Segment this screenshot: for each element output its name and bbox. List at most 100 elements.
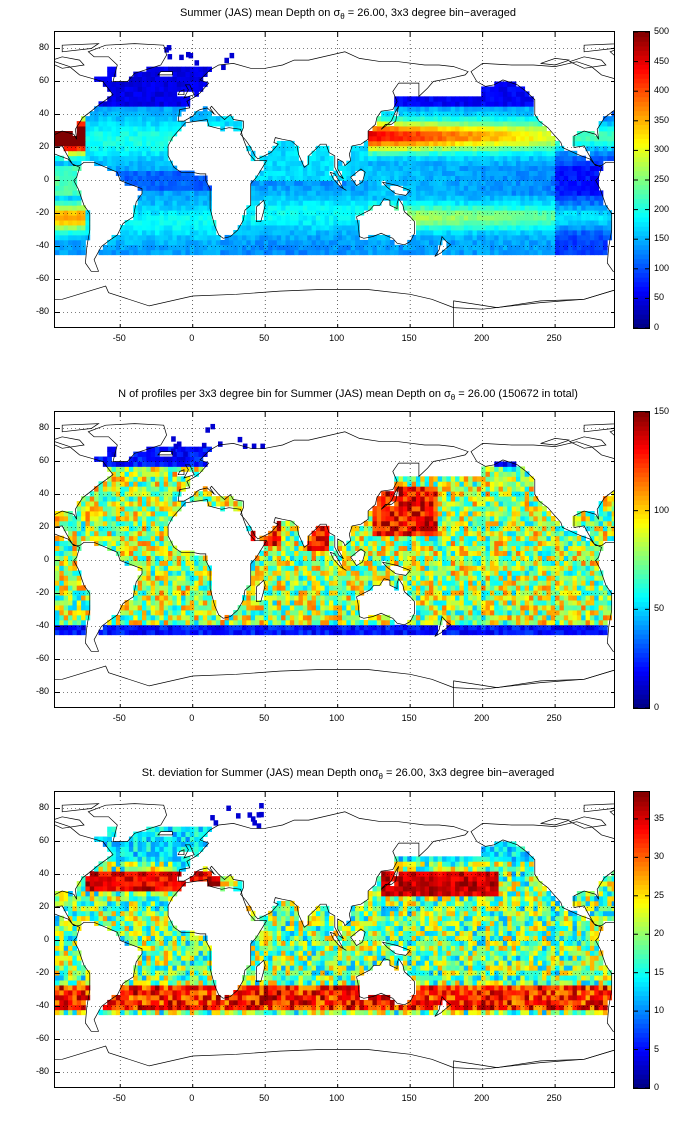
- bin-cell: [498, 200, 504, 206]
- bin-cell: [150, 555, 156, 561]
- bin-cell: [307, 215, 312, 221]
- bin-cell: [307, 160, 312, 167]
- bin-cell: [76, 190, 82, 196]
- bin-cell: [237, 225, 243, 231]
- bin-cell: [376, 116, 382, 122]
- bin-cell: [520, 605, 526, 611]
- bin-cell: [555, 614, 560, 621]
- bin-cell: [507, 106, 513, 112]
- bin-cell: [133, 239, 139, 246]
- bin-cell: [289, 550, 295, 556]
- bin-cell: [324, 575, 330, 581]
- bin-cell: [181, 96, 186, 102]
- bin-cell: [276, 234, 282, 241]
- coastline: [167, 119, 268, 239]
- colorbar-step: [634, 45, 649, 52]
- colorbar-step: [634, 230, 649, 237]
- bin-cell: [281, 150, 286, 157]
- bin-cell: [146, 590, 152, 596]
- bin-cell: [555, 580, 560, 586]
- bin-cell: [172, 580, 178, 586]
- bin-cell: [276, 614, 282, 621]
- bin-cell: [324, 165, 330, 171]
- bin-cell: [324, 215, 330, 221]
- bin-cell: [511, 230, 517, 236]
- bin-cell: [107, 96, 112, 102]
- title-prefix: N of profiles per 3x3 degree bin for Sum…: [118, 388, 444, 400]
- bin-cell: [307, 555, 312, 561]
- bin-cell: [481, 116, 486, 122]
- bin-cell: [120, 81, 125, 87]
- bin-cell: [355, 575, 360, 581]
- bin-cell: [459, 185, 465, 191]
- bin-cell: [363, 155, 369, 162]
- bin-cell: [581, 175, 586, 181]
- bin-cell: [442, 560, 447, 566]
- bin-cell: [450, 140, 456, 147]
- bin-cell: [81, 590, 86, 596]
- bin-cell: [468, 629, 473, 636]
- bin-cell: [263, 180, 269, 186]
- bin-cell: [155, 121, 160, 127]
- bin-cell: [424, 106, 430, 112]
- bin-cell: [511, 624, 517, 631]
- bin-cell: [494, 160, 499, 167]
- bin-cell: [472, 619, 478, 626]
- bin-cell: [563, 200, 569, 206]
- bin-cell: [494, 205, 499, 211]
- bin-cell: [507, 220, 513, 226]
- bin-cell: [311, 210, 317, 216]
- bin-cell: [485, 225, 491, 231]
- bin-cell: [72, 590, 78, 596]
- bin-cell: [455, 619, 460, 626]
- bin-cell: [429, 111, 434, 117]
- bin-cell: [394, 155, 399, 162]
- bin-cell: [411, 175, 417, 181]
- bin-cell: [342, 585, 347, 591]
- bin-cell: [124, 605, 130, 611]
- bin-cell: [389, 175, 395, 181]
- bin-cell: [315, 590, 321, 596]
- bin-cell: [137, 195, 143, 201]
- bin-cell: [607, 155, 613, 162]
- bin-cell: [168, 614, 173, 621]
- bin-cell: [294, 575, 299, 581]
- bin-cell: [429, 555, 434, 561]
- bin-cell: [250, 614, 256, 621]
- bin-cell: [311, 249, 317, 256]
- bin-cell: [476, 155, 482, 162]
- bin-cell: [502, 605, 508, 611]
- bin-cell: [172, 111, 178, 117]
- bin-cell: [289, 585, 295, 591]
- bin-cell: [155, 614, 160, 621]
- bin-cell: [281, 165, 286, 171]
- bin-cell: [533, 624, 539, 631]
- bin-cell: [563, 190, 569, 196]
- bin-cell: [202, 614, 208, 621]
- bin-cell: [372, 614, 378, 621]
- bin-cell: [181, 180, 186, 186]
- bin-cell: [489, 86, 495, 92]
- bin-cell: [355, 210, 360, 216]
- bin-cell: [455, 131, 460, 137]
- bin-cell: [585, 185, 591, 191]
- bin-cell: [163, 160, 169, 167]
- bin-cell: [411, 215, 417, 221]
- bin-cell: [363, 575, 369, 581]
- bin-cell: [185, 76, 191, 82]
- bin-cell: [459, 249, 465, 256]
- bin-cell: [498, 595, 504, 601]
- bin-cell: [298, 614, 304, 621]
- bin-cell: [276, 629, 282, 636]
- bin-cell: [181, 624, 186, 631]
- bin-cell: [450, 585, 456, 591]
- bin-cell: [594, 145, 600, 152]
- bin-cell: [568, 565, 573, 571]
- bin-cell: [207, 619, 212, 626]
- bin-cell: [455, 180, 460, 186]
- bin-cell: [594, 580, 600, 586]
- bin-cell: [141, 121, 147, 127]
- bin-cell: [328, 160, 334, 167]
- bin-cell: [368, 165, 373, 171]
- panel-2-map: [54, 411, 615, 708]
